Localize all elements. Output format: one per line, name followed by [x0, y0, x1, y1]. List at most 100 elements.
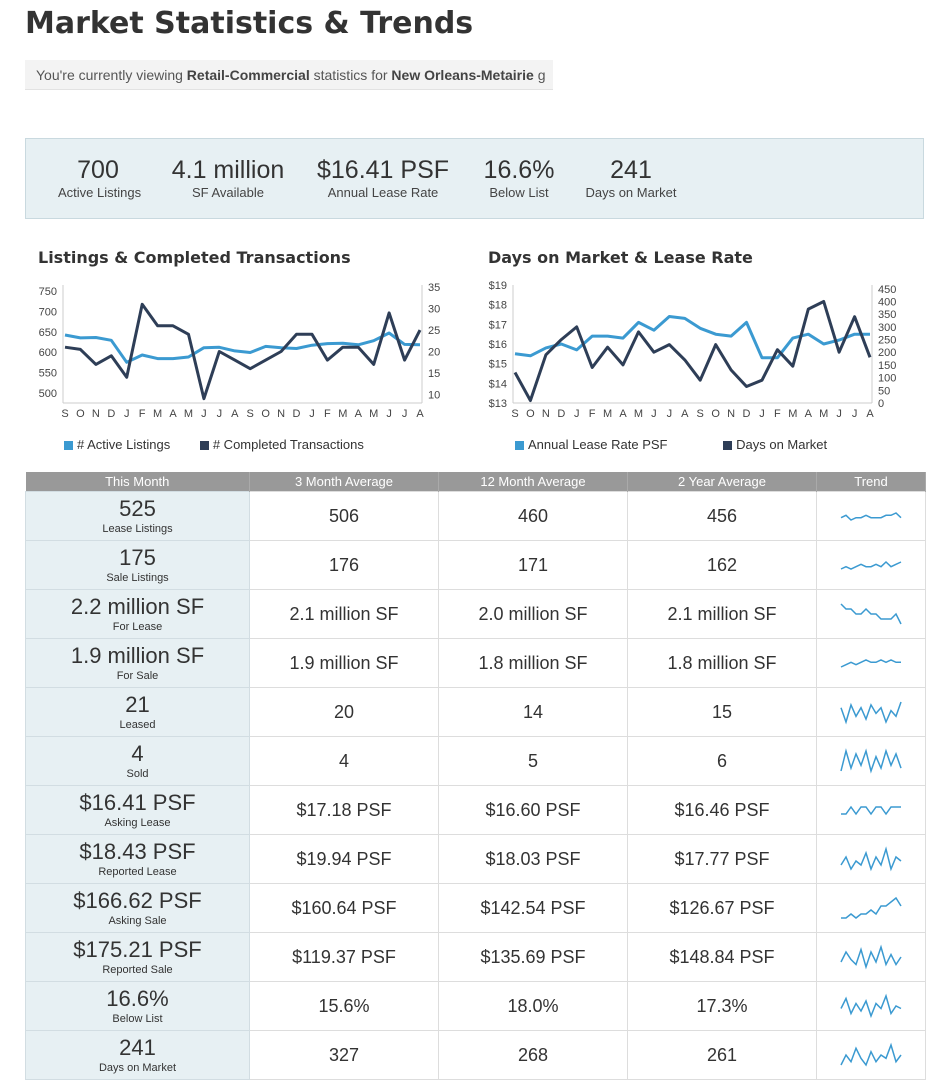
- right-tick-label: 300: [878, 322, 896, 334]
- x-tick-label: F: [324, 408, 331, 420]
- x-tick-label: J: [309, 408, 315, 420]
- trend-sparkline[interactable]: [840, 895, 902, 921]
- metric-label: Asking Sale: [108, 914, 167, 927]
- three-month-average-cell: 506: [249, 491, 439, 541]
- this-month-cell: $16.41 PSF Asking Lease: [25, 785, 250, 835]
- trend-cell[interactable]: [816, 932, 926, 982]
- table-row: $175.21 PSF Reported Sale $119.37 PSF $135.…: [25, 932, 926, 982]
- table-row: $166.62 PSF Asking Sale $160.64 PSF $142.54…: [25, 883, 926, 933]
- three-month-average-cell: 327: [249, 1030, 439, 1080]
- trend-sparkline[interactable]: [840, 797, 902, 823]
- legend-label: Annual Lease Rate PSF: [528, 437, 668, 452]
- this-month-value: $166.62 PSF: [73, 887, 202, 913]
- x-tick-label: M: [338, 408, 347, 420]
- x-tick-label: J: [852, 408, 858, 420]
- three-month-average-cell: 15.6%: [249, 981, 439, 1031]
- metric-label: Days on Market: [98, 1061, 177, 1074]
- trend-sparkline[interactable]: [840, 748, 902, 774]
- summary-active-listings: 700 Active Listings: [58, 155, 141, 200]
- trend-line: [840, 512, 902, 521]
- x-tick-label: A: [169, 408, 177, 420]
- trend-sparkline[interactable]: [840, 650, 902, 676]
- two-year-average-cell: $148.84 PSF: [627, 932, 817, 982]
- x-tick-label: N: [277, 408, 285, 420]
- summary-label: SF Available: [191, 185, 265, 200]
- trend-cell[interactable]: [816, 736, 926, 786]
- trend-sparkline[interactable]: [840, 601, 902, 627]
- trend-cell[interactable]: [816, 883, 926, 933]
- trend-cell[interactable]: [816, 638, 926, 688]
- trend-line: [840, 603, 902, 625]
- trend-sparkline[interactable]: [840, 944, 902, 970]
- x-tick-label: O: [711, 408, 720, 420]
- two-year-average-cell: 2.1 million SF: [627, 589, 817, 639]
- left-tick-label: 650: [39, 327, 57, 339]
- legend-swatch: [723, 441, 733, 451]
- table-row: 1.9 million SF For Sale 1.9 million SF 1.8 …: [25, 638, 926, 688]
- twelve-month-average-cell: 171: [438, 540, 628, 590]
- two-year-average-cell: 1.8 million SF: [627, 638, 817, 688]
- context-middle: statistics for: [309, 67, 392, 83]
- market-name-label[interactable]: New Orleans-Metairie: [391, 67, 534, 83]
- legend-item[interactable]: # Completed Transactions: [199, 437, 364, 452]
- legend-listings-chart: # Active Listings # Completed Transactio…: [64, 437, 390, 452]
- trend-cell[interactable]: [816, 981, 926, 1031]
- trend-cell[interactable]: [816, 834, 926, 884]
- right-tick-label: 150: [878, 360, 896, 372]
- legend-item[interactable]: Days on Market: [723, 437, 827, 452]
- two-year-average-cell: 456: [627, 491, 817, 541]
- metric-label: Below List: [112, 1012, 163, 1025]
- summary-value: 241: [610, 156, 652, 184]
- x-tick-label: F: [774, 408, 781, 420]
- property-type-label[interactable]: Retail-Commercial: [186, 67, 310, 83]
- table-header-row: This Month 3 Month Average 12 Month Aver…: [25, 472, 926, 492]
- trend-sparkline[interactable]: [840, 846, 902, 872]
- right-tick-label: 20: [428, 347, 440, 359]
- x-tick-label: N: [92, 408, 100, 420]
- left-tick-label: 600: [39, 347, 57, 359]
- this-month-cell: 16.6% Below List: [25, 981, 250, 1031]
- x-tick-label: S: [697, 408, 704, 420]
- legend-label: Days on Market: [736, 437, 828, 452]
- left-tick-label: $17: [489, 319, 507, 331]
- trend-sparkline[interactable]: [840, 699, 902, 725]
- x-tick-label: O: [526, 408, 535, 420]
- trend-cell[interactable]: [816, 589, 926, 639]
- two-year-average-cell: $17.77 PSF: [627, 834, 817, 884]
- header-3-month-average: 3 Month Average: [249, 472, 439, 492]
- x-tick-label: F: [139, 408, 146, 420]
- left-tick-label: $18: [489, 300, 507, 312]
- right-tick-label: 10: [428, 389, 440, 401]
- series-line-2: [513, 300, 872, 402]
- summary-value: $16.41 PSF: [316, 156, 450, 184]
- header-this-month: This Month: [25, 472, 250, 492]
- trend-line: [840, 1042, 902, 1067]
- trend-cell[interactable]: [816, 491, 926, 541]
- legend-item[interactable]: Annual Lease Rate PSF: [515, 437, 667, 452]
- x-tick-label: J: [402, 408, 408, 420]
- this-month-value: 1.9 million SF: [70, 642, 205, 668]
- series-line-2: [64, 302, 422, 401]
- x-tick-label: M: [788, 408, 797, 420]
- x-tick-label: S: [511, 408, 518, 420]
- left-tick-label: 750: [39, 286, 57, 298]
- metric-label: Leased: [119, 718, 156, 731]
- this-month-value: 525: [119, 495, 156, 521]
- header-12-month-average: 12 Month Average: [438, 472, 628, 492]
- trend-sparkline[interactable]: [840, 1042, 902, 1068]
- series-line-1: [64, 331, 421, 364]
- x-tick-label: J: [836, 408, 842, 420]
- this-month-value: 241: [119, 1034, 156, 1060]
- legend-item[interactable]: # Active Listings: [64, 437, 170, 452]
- x-tick-label: J: [574, 408, 580, 420]
- trend-sparkline[interactable]: [840, 993, 902, 1019]
- x-tick-label: A: [619, 408, 627, 420]
- this-month-cell: 525 Lease Listings: [25, 491, 250, 541]
- left-tick-label: $16: [489, 339, 507, 351]
- trend-cell[interactable]: [816, 785, 926, 835]
- trend-cell[interactable]: [816, 687, 926, 737]
- trend-cell[interactable]: [816, 1030, 926, 1080]
- trend-cell[interactable]: [816, 540, 926, 590]
- trend-sparkline[interactable]: [840, 503, 902, 529]
- trend-sparkline[interactable]: [840, 552, 902, 578]
